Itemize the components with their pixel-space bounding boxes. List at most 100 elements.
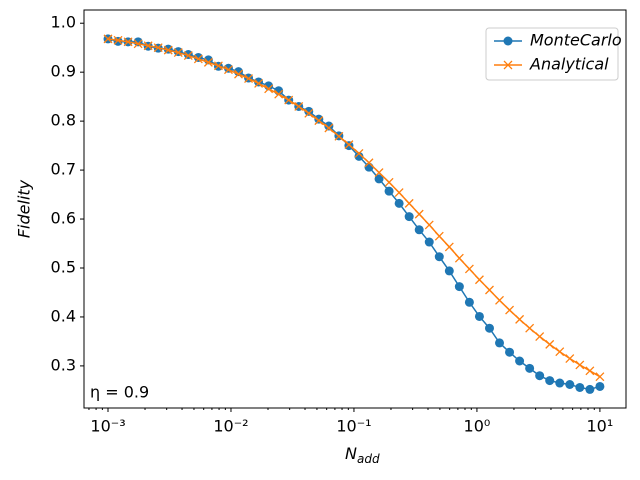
marker <box>193 54 203 64</box>
marker <box>495 338 505 348</box>
marker <box>515 314 525 324</box>
marker <box>304 108 314 118</box>
marker <box>234 69 243 79</box>
marker <box>555 347 565 357</box>
marker <box>404 198 414 208</box>
plot-frame <box>83 9 627 409</box>
marker <box>434 252 444 262</box>
marker <box>384 177 394 187</box>
x-tick-label: 10⁻¹ <box>336 417 371 436</box>
marker <box>173 48 183 58</box>
marker <box>505 305 515 315</box>
marker <box>334 131 344 141</box>
marker <box>454 282 464 292</box>
x-tick-label: 10¹ <box>587 417 614 436</box>
marker <box>444 266 454 276</box>
legend-label: Analytical <box>529 55 609 74</box>
marker <box>525 363 535 373</box>
marker <box>163 45 173 55</box>
y-tick-label: 0.6 <box>51 209 76 228</box>
y-tick-label: 0.9 <box>51 62 76 81</box>
marker <box>384 186 394 196</box>
marker <box>575 360 585 370</box>
marker <box>485 285 494 295</box>
marker <box>585 366 595 376</box>
marker <box>364 162 374 172</box>
marker <box>464 297 474 307</box>
y-tick-label: 0.3 <box>51 355 76 374</box>
marker <box>213 61 223 71</box>
legend-label: MonteCarlo <box>530 31 622 50</box>
marker <box>284 95 294 105</box>
marker <box>143 41 153 51</box>
marker <box>414 225 424 235</box>
x-axis-label-sub: add <box>357 452 380 466</box>
marker <box>113 35 123 45</box>
marker <box>274 89 284 99</box>
marker <box>254 78 264 88</box>
marker <box>515 356 525 366</box>
marker <box>103 34 113 44</box>
marker <box>133 39 143 49</box>
y-tick-label: 0.7 <box>51 160 76 179</box>
legend-marker <box>503 36 513 46</box>
marker <box>474 275 484 285</box>
y-tick-label: 0.8 <box>51 111 76 130</box>
x-tick-label: 10⁻² <box>213 417 248 436</box>
annotation: η = 0.9 <box>90 383 149 402</box>
marker <box>505 347 515 357</box>
marker <box>203 57 213 67</box>
series-line <box>107 38 601 391</box>
marker <box>374 174 384 184</box>
x-axis-label-main: N <box>345 444 357 463</box>
marker <box>595 381 605 391</box>
y-tick-label: 0.5 <box>51 257 76 276</box>
marker <box>585 384 595 394</box>
x-axis-label: Nadd <box>345 444 380 466</box>
marker <box>364 158 374 168</box>
marker <box>394 198 404 208</box>
marker <box>484 323 494 333</box>
marker <box>464 264 474 274</box>
marker <box>525 323 535 333</box>
series-line <box>107 38 601 378</box>
marker <box>344 140 354 150</box>
marker <box>314 116 324 126</box>
marker <box>414 209 424 219</box>
marker <box>394 188 404 198</box>
marker <box>535 332 545 341</box>
marker <box>354 151 364 161</box>
marker <box>264 84 274 94</box>
y-tick-label: 1.0 <box>51 13 76 32</box>
marker <box>123 37 133 47</box>
y-tick-label: 0.4 <box>51 306 76 325</box>
marker <box>424 237 434 247</box>
marker <box>404 212 414 222</box>
marker <box>454 253 464 263</box>
marker <box>324 123 334 133</box>
marker <box>244 74 254 83</box>
marker <box>535 371 545 381</box>
marker <box>113 36 123 46</box>
marker <box>474 311 484 321</box>
marker <box>565 380 575 390</box>
x-tick-label: 10⁻³ <box>90 417 125 436</box>
x-tick-label: 10⁰ <box>464 417 491 436</box>
y-axis-label: Fidelity <box>15 179 34 238</box>
marker <box>434 231 444 241</box>
marker <box>354 148 364 158</box>
marker <box>153 43 163 53</box>
legend-marker <box>503 60 513 70</box>
marker <box>304 106 314 116</box>
marker <box>595 372 605 382</box>
marker <box>575 382 585 392</box>
marker <box>294 101 304 111</box>
marker <box>545 339 555 349</box>
marker <box>545 376 555 386</box>
marker <box>183 51 193 60</box>
marker <box>555 378 565 388</box>
marker <box>444 242 454 252</box>
marker <box>565 354 575 364</box>
